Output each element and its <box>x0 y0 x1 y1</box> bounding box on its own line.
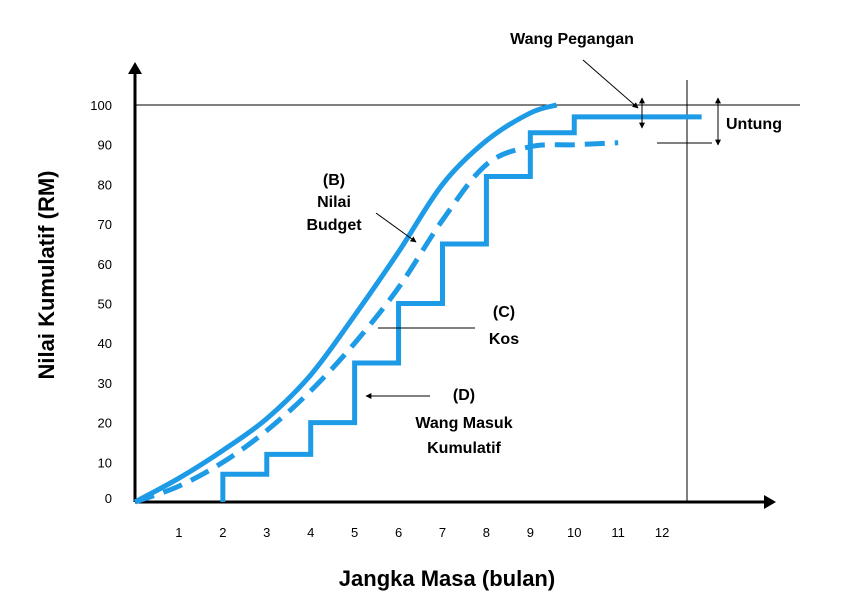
x-tick-label-3: 3 <box>263 525 270 540</box>
series-wang-masuk-line <box>220 114 702 502</box>
budget-label-line2: Nilai <box>317 194 351 211</box>
x-tick-label-10: 10 <box>567 525 581 540</box>
series-kos-line <box>134 140 619 505</box>
x-axis-title: Jangka Masa (bulan) <box>339 566 555 591</box>
y-tick-label-50: 50 <box>98 297 112 312</box>
series-layer <box>133 102 702 505</box>
wang-masuk-label-line1: (D) <box>453 387 475 404</box>
y-tick-label-100: 100 <box>90 98 112 113</box>
y-tick-label-10: 10 <box>98 455 112 470</box>
wang-masuk-label-line3: Kumulatif <box>427 440 501 457</box>
y-tick-label-90: 90 <box>98 138 112 153</box>
x-tick-label-12: 12 <box>655 525 669 540</box>
x-tick-label-5: 5 <box>351 525 358 540</box>
x-tick-label-6: 6 <box>395 525 402 540</box>
series-budget-line <box>133 102 558 505</box>
y-tick-label-60: 60 <box>98 257 112 272</box>
y-axis-title: Nilai Kumulatif (RM) <box>34 171 59 380</box>
budget-label-line3: Budget <box>306 217 362 234</box>
y-tick-labels: 0 10 20 30 40 50 60 70 80 90 100 <box>90 98 112 506</box>
x-tick-label-1: 1 <box>175 525 182 540</box>
budget-pointer-arrow <box>375 212 417 243</box>
y-tick-label-30: 30 <box>98 376 112 391</box>
x-axis-arrow <box>764 495 776 509</box>
y-tick-label-70: 70 <box>98 217 112 232</box>
y-axis-arrow <box>128 62 142 74</box>
kos-label-line2: Kos <box>489 331 519 348</box>
x-tick-label-7: 7 <box>439 525 446 540</box>
wang-masuk-label-line2: Wang Masuk <box>415 415 512 432</box>
x-tick-labels: 1 2 3 4 5 6 7 8 9 10 11 12 <box>175 525 669 540</box>
y-tick-label-20: 20 <box>98 416 112 431</box>
x-tick-label-9: 9 <box>527 525 534 540</box>
budget-label-line1: (B) <box>323 172 345 189</box>
x-tick-label-8: 8 <box>483 525 490 540</box>
y-tick-label-0: 0 <box>105 491 112 506</box>
kos-label-line1: (C) <box>493 304 515 321</box>
x-tick-label-11: 11 <box>611 525 625 540</box>
wang-pegangan-pointer-arrow <box>582 59 639 109</box>
y-tick-label-80: 80 <box>98 177 112 192</box>
y-tick-label-40: 40 <box>98 336 112 351</box>
x-tick-label-4: 4 <box>307 525 314 540</box>
wang-pegangan-label: Wang Pegangan <box>510 31 634 48</box>
untung-label: Untung <box>726 116 782 133</box>
x-tick-label-2: 2 <box>219 525 226 540</box>
